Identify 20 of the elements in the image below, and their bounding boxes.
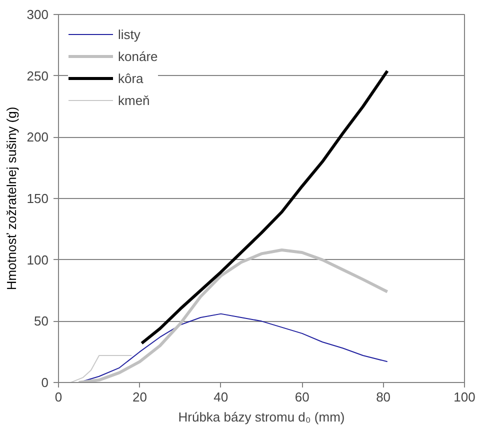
legend-label: kmeň [118,92,150,108]
x-tick-label: 40 [214,390,228,404]
y-tick-label: 50 [34,314,49,329]
line-series [82,313,388,382]
y-tick-label: 200 [26,130,49,145]
y-tick-label: 0 [41,375,49,390]
y-tick-label: 250 [26,68,49,84]
legend-label: listy [118,26,140,42]
y-axis-title: Hmotnosť zožratelnej sušiny (g) [4,106,19,290]
x-tick-label: 20 [132,390,147,404]
x-tick-label: 60 [294,390,310,404]
x-tick-label: 0 [54,390,62,404]
x-tick-label: 80 [376,390,391,404]
x-tick-label: 100 [454,390,476,404]
y-tick-label: 100 [26,252,49,268]
y-tick-label: 150 [26,191,49,206]
x-axis-title: Hrúbka bázy stromu d₀ (mm) [178,410,345,424]
y-tick-label: 300 [26,7,49,22]
legend-label: konáre [118,48,158,64]
legend-label: kôra [118,70,144,86]
